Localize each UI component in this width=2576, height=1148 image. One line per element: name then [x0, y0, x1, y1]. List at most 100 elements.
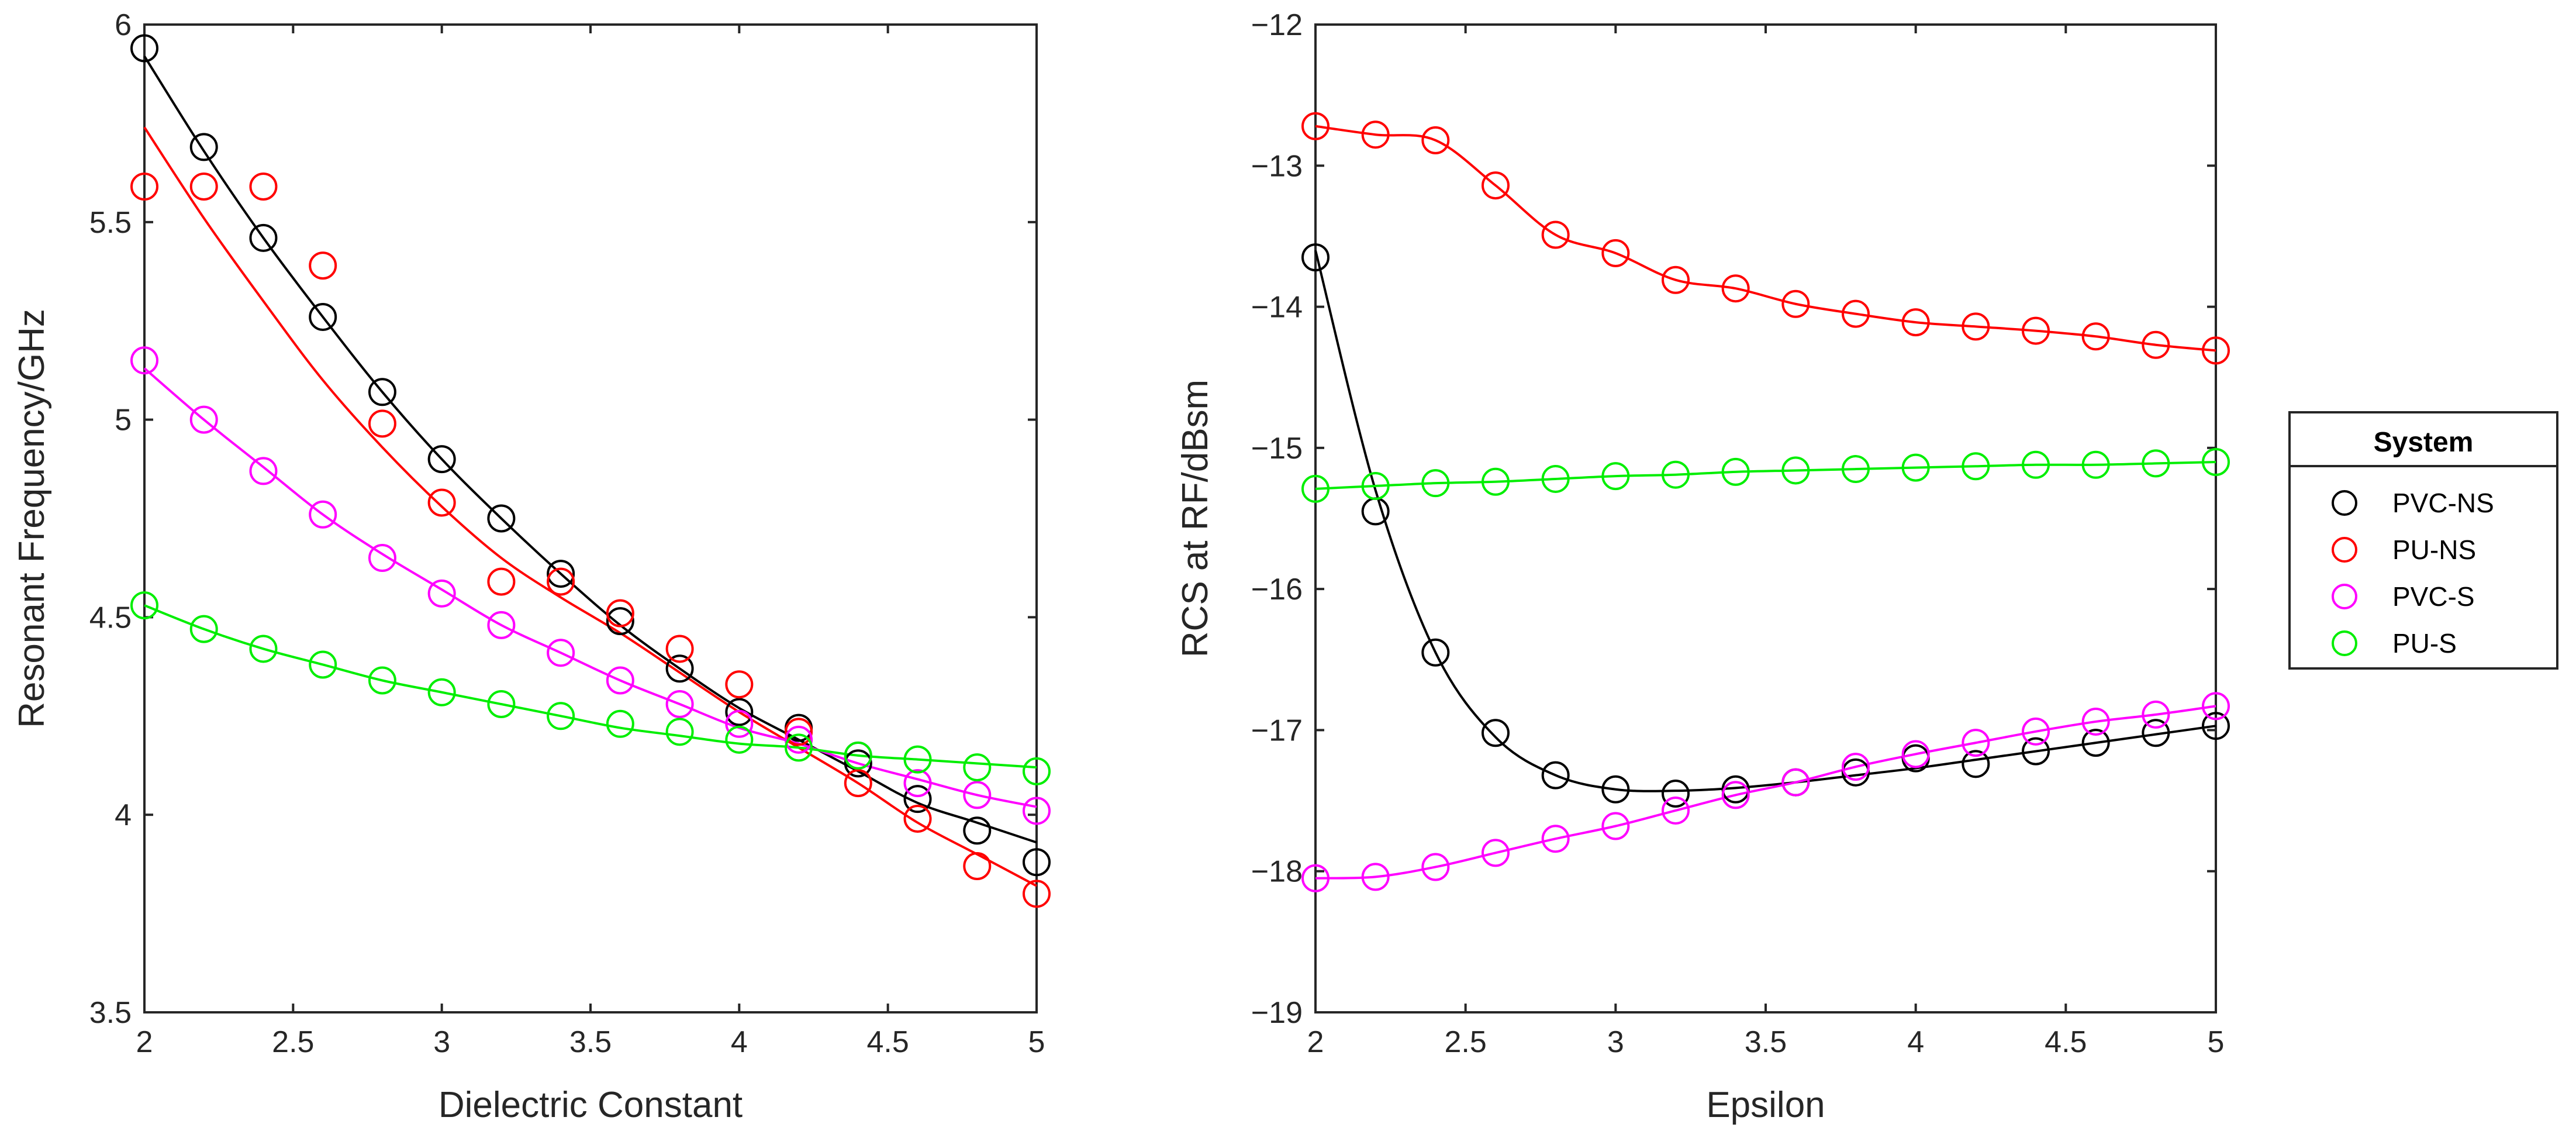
y-tick-label: −17	[1251, 713, 1303, 747]
right-plot: 2 2.5 3 3.5 4 4.5 5 −19 −18 −17 −16 −15 −14 −13 −12 Eps…	[1175, 8, 2230, 1125]
data-point-pu-s	[903, 745, 932, 774]
data-point-pu-s	[844, 741, 872, 770]
data-point-pvc-s	[1601, 812, 1630, 840]
data-point-pvc-s	[130, 346, 158, 375]
data-point-pvc-ns	[427, 445, 456, 474]
data-point-pvc-ns	[368, 378, 396, 406]
data-point-pu-s	[487, 690, 516, 719]
data-point-pu-ns	[1301, 112, 1330, 140]
data-point-pu-ns	[1781, 289, 1810, 318]
data-point-pu-ns	[2202, 336, 2230, 365]
data-point-pu-s	[189, 615, 218, 643]
data-point-pvc-ns	[130, 34, 158, 63]
data-point-pvc-ns	[2202, 712, 2230, 740]
data-point-pu-s	[249, 635, 278, 663]
legend-marker-pu-s	[2332, 630, 2357, 656]
data-point-pu-ns	[665, 635, 694, 663]
y-tick-label: −12	[1251, 8, 1303, 42]
data-point-pvc-ns	[665, 654, 694, 683]
data-point-pvc-ns	[1421, 638, 1450, 667]
left-plot: 2 2.5 3 3.5 4 4.5 5 3.5 4 4.5 5 5.5 6 Dielectric Cons…	[12, 8, 1051, 1125]
legend-marker-pu-ns	[2332, 537, 2357, 563]
data-point-pvc-ns	[1842, 758, 1870, 787]
data-point-pu-ns	[1541, 220, 1570, 249]
y-tick-label: 3.5	[89, 996, 132, 1030]
data-point-pu-s	[2081, 450, 2110, 479]
data-point-pvc-s	[368, 544, 396, 573]
data-point-pu-s	[2022, 450, 2050, 479]
y-tick-label: −14	[1251, 291, 1303, 325]
data-point-pvc-s	[725, 709, 754, 738]
y-tick-label: 5	[115, 404, 132, 437]
data-point-pvc-s	[2142, 700, 2170, 729]
data-point-pu-s	[785, 733, 813, 762]
data-point-pu-s	[1662, 460, 1690, 489]
data-point-pvc-ns	[1962, 750, 1990, 778]
data-point-pu-s	[2142, 449, 2170, 478]
data-point-pvc-s	[1781, 768, 1810, 797]
x-tick-label: 3	[1607, 1025, 1624, 1059]
x-tick-label: 4	[731, 1025, 748, 1059]
data-point-pu-s	[368, 666, 396, 695]
fit-line-pvc-s	[143, 367, 1037, 808]
x-tick-label: 4.5	[2045, 1025, 2087, 1059]
y-tick-label: −18	[1251, 855, 1303, 889]
fit-line-pu-s	[1315, 460, 2216, 490]
data-point-pvc-s	[1962, 729, 1990, 757]
data-point-pvc-s	[487, 611, 516, 639]
data-point-pvc-ns	[1482, 719, 1510, 747]
data-point-pu-s	[963, 753, 992, 782]
fit-line-pvc-s	[1315, 705, 2216, 880]
legend-marker-pvc-ns	[2332, 490, 2357, 516]
y-tick-label: 5.5	[89, 206, 132, 240]
fit-line-pvc-ns	[143, 55, 1037, 844]
x-tick-label: 3.5	[569, 1025, 612, 1059]
fit-line-pvc-ns	[1314, 250, 2216, 792]
x-tick-label: 2.5	[1445, 1025, 1487, 1059]
fit-line-pu-ns	[143, 126, 1037, 887]
legend-marker-pvc-s	[2332, 584, 2357, 609]
data-point-pu-s	[1023, 757, 1051, 785]
data-point-pvc-ns	[963, 816, 992, 845]
data-point-pu-ns	[547, 567, 575, 596]
y-tick-label: −15	[1251, 432, 1303, 466]
data-point-pu-s	[130, 591, 158, 620]
data-point-pu-s	[1781, 456, 1810, 485]
fit-line-pu-s	[144, 604, 1037, 769]
data-point-pvc-ns	[1301, 243, 1330, 272]
data-point-pvc-s	[1721, 781, 1750, 809]
y-tick-label: −19	[1251, 996, 1303, 1030]
data-point-pu-ns	[1901, 308, 1930, 337]
data-point-pvc-ns	[1601, 775, 1630, 804]
data-point-pvc-s	[427, 579, 456, 608]
legend-label-pvc-ns: PVC-NS	[2392, 488, 2494, 518]
data-point-pu-ns	[368, 409, 396, 438]
data-point-pu-s	[606, 709, 634, 738]
data-point-pvc-ns	[1662, 780, 1690, 808]
y-tick-label: −13	[1251, 149, 1303, 183]
data-point-pvc-ns	[725, 698, 754, 726]
data-point-pu-s	[1541, 464, 1570, 493]
x-tick-label: 2	[136, 1025, 153, 1059]
x-tick-label: 4	[1907, 1025, 1924, 1059]
y-axis-label: Resonant Frequency/GHz	[12, 309, 52, 728]
data-point-pu-s	[1421, 469, 1450, 498]
data-point-pvc-ns	[547, 560, 575, 588]
data-point-pvc-s	[1421, 853, 1450, 881]
fit-line-pu-ns	[1315, 125, 2216, 352]
data-point-pvc-s	[1541, 825, 1570, 853]
x-tick-label: 3.5	[1745, 1025, 1787, 1059]
legend-label-pu-s: PU-S	[2392, 628, 2457, 659]
y-tick-label: 6	[115, 8, 132, 42]
x-axis-label: Dielectric Constant	[438, 1085, 743, 1125]
data-point-pu-s	[1301, 474, 1330, 503]
data-point-pvc-ns	[2081, 729, 2110, 757]
data-point-pvc-s	[1662, 796, 1690, 825]
data-point-pvc-s	[1361, 863, 1390, 891]
data-point-pu-ns	[1482, 171, 1510, 200]
data-point-pu-ns	[2142, 330, 2170, 359]
data-point-pu-ns	[2081, 322, 2110, 351]
y-tick-label: 4	[115, 798, 132, 832]
data-point-pu-ns	[785, 718, 813, 746]
data-point-pu-s	[725, 725, 754, 754]
